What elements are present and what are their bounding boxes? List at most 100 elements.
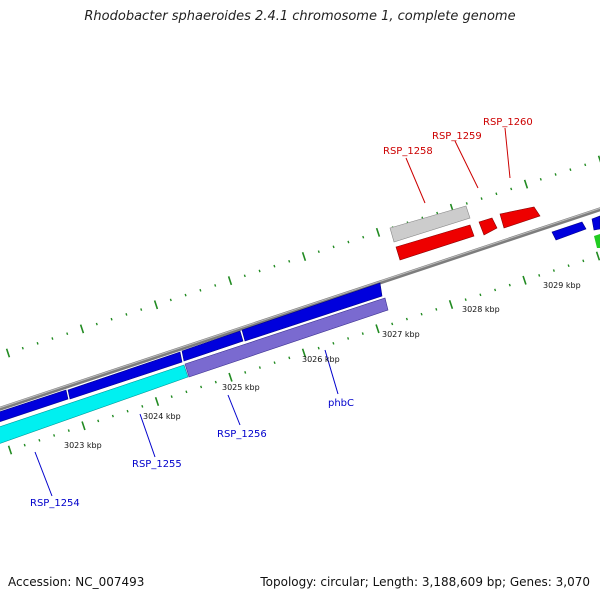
- minor-tick: [465, 202, 468, 205]
- gene-rsp-1255-block[interactable]: [67, 351, 183, 400]
- minor-tick: [362, 235, 365, 239]
- minor-tick: [273, 361, 276, 365]
- minor-tick: [199, 288, 202, 292]
- minor-tick: [184, 293, 187, 297]
- cds-purple-block[interactable]: [184, 297, 389, 378]
- major-tick: [5, 348, 11, 358]
- minor-tick: [584, 163, 587, 167]
- minor-tick: [200, 385, 203, 389]
- gene-rsp-1256-block[interactable]: [181, 330, 244, 362]
- map-title: Rhodobacter sphaeroides 2.4.1 chromosome…: [84, 9, 516, 24]
- major-tick: [523, 179, 529, 189]
- minor-tick: [53, 434, 56, 437]
- minor-tick: [214, 380, 217, 384]
- gene-label-rsp-1259[interactable]: RSP_1259: [432, 131, 482, 142]
- genome-summary-text: Topology: circular; Length: 3,188,609 bp…: [260, 575, 590, 589]
- major-tick: [448, 299, 454, 310]
- minor-tick: [170, 395, 173, 399]
- major-tick: [522, 275, 527, 285]
- minor-tick: [244, 371, 247, 374]
- minor-tick: [552, 269, 555, 272]
- minor-tick: [214, 284, 217, 287]
- minor-tick: [273, 264, 276, 268]
- cds-cyan-block[interactable]: [0, 364, 189, 447]
- outer-tick-ring: [5, 155, 600, 358]
- gene-rsp-1259-block[interactable]: [478, 217, 498, 236]
- minor-tick: [111, 414, 114, 418]
- gene-leader-lines: [34, 127, 511, 497]
- minor-tick: [464, 298, 467, 302]
- minor-tick: [494, 288, 497, 292]
- minor-tick: [125, 313, 128, 316]
- minor-tick: [66, 332, 69, 336]
- minor-tick: [317, 250, 320, 254]
- minor-tick: [569, 168, 572, 172]
- minor-tick: [347, 337, 350, 340]
- chromosome-backbone-highlight: [0, 207, 600, 409]
- minor-tick: [126, 409, 129, 413]
- minor-tick: [405, 317, 408, 321]
- minor-tick: [435, 307, 438, 311]
- accession-text: Accession: NC_007493: [8, 575, 145, 589]
- minor-tick: [538, 274, 541, 277]
- minor-tick: [288, 356, 291, 360]
- gene-label-rsp-1255[interactable]: RSP_1255: [132, 459, 182, 470]
- gene-rsp-1254-block[interactable]: [0, 389, 69, 425]
- minor-tick: [169, 298, 172, 302]
- tick-label-3029: 3029 kbp: [543, 281, 581, 290]
- major-tick: [375, 227, 381, 237]
- gene-rsp-1260-block[interactable]: [499, 206, 541, 229]
- major-tick: [228, 372, 233, 382]
- tick-label-3024: 3024 kbp: [143, 412, 181, 421]
- tick-label-3025: 3025 kbp: [222, 383, 260, 392]
- minor-tick: [436, 211, 439, 215]
- tick-label-3023: 3023 kbp: [64, 441, 102, 450]
- major-tick: [301, 251, 307, 262]
- gene-right-forward-block[interactable]: [551, 221, 587, 241]
- minor-tick: [567, 264, 570, 268]
- gene-phbc-block[interactable]: [241, 282, 383, 342]
- minor-tick: [141, 404, 144, 408]
- minor-tick: [347, 240, 350, 244]
- major-tick: [597, 155, 600, 163]
- minor-tick: [479, 293, 482, 297]
- minor-tick: [508, 283, 511, 287]
- gene-label-phbc[interactable]: phbC: [328, 398, 354, 409]
- major-tick: [154, 396, 160, 407]
- gene-rsp-1258-block[interactable]: [395, 224, 475, 261]
- minor-tick: [67, 429, 70, 432]
- major-tick: [375, 324, 380, 334]
- minor-tick: [140, 308, 143, 311]
- gene-label-rsp-1258[interactable]: RSP_1258: [383, 146, 433, 157]
- pseudo-gene-gray-block[interactable]: [389, 205, 471, 243]
- minor-tick: [36, 341, 39, 345]
- minor-tick: [185, 390, 188, 394]
- gene-label-rsp-1256[interactable]: RSP_1256: [217, 429, 267, 440]
- minor-tick: [391, 322, 394, 326]
- minor-tick: [554, 173, 557, 176]
- major-tick: [79, 324, 85, 334]
- inner-tick-ring: [7, 251, 600, 455]
- minor-tick: [361, 332, 364, 335]
- tick-label-3028: 3028 kbp: [462, 305, 500, 314]
- major-tick: [81, 421, 86, 431]
- rna-green-block[interactable]: [594, 234, 600, 248]
- minor-tick: [23, 443, 26, 447]
- minor-tick: [51, 337, 54, 340]
- minor-tick: [21, 346, 24, 350]
- minor-tick: [317, 346, 320, 350]
- minor-tick: [582, 259, 585, 263]
- minor-tick: [97, 419, 100, 423]
- minor-tick: [539, 177, 542, 181]
- minor-tick: [38, 438, 41, 442]
- minor-tick: [495, 192, 498, 196]
- minor-tick: [258, 269, 261, 273]
- gene-edge-forward-block[interactable]: [591, 215, 600, 231]
- gene-label-rsp-1254[interactable]: RSP_1254: [30, 498, 80, 509]
- major-tick: [153, 300, 159, 310]
- minor-tick: [420, 312, 423, 316]
- major-tick: [595, 251, 600, 261]
- gene-label-rsp-1260[interactable]: RSP_1260: [483, 117, 533, 128]
- tick-label-3027: 3027 kbp: [382, 330, 420, 339]
